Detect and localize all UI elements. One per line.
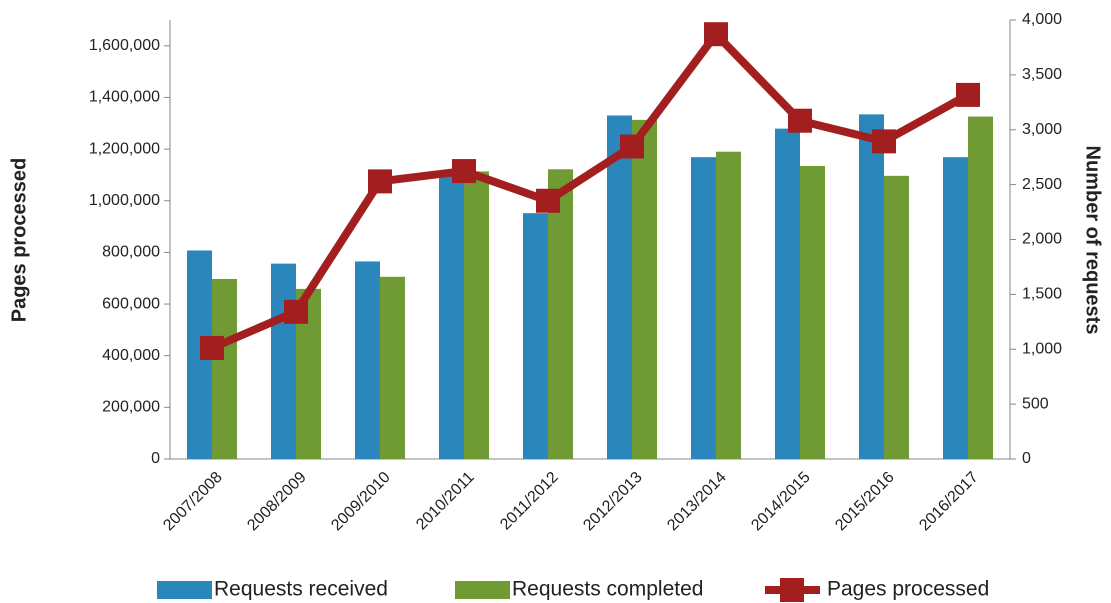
y-tick-label: 1,200,000 [89, 140, 160, 157]
y2-tick-label: 500 [1022, 395, 1049, 412]
legend-swatch [455, 581, 510, 599]
line [210, 30, 970, 352]
y2-tick-label: 2,500 [1022, 176, 1062, 193]
y-axis-title: Pages processed [8, 158, 30, 323]
marker [452, 159, 476, 184]
y2-axis-title: Number of requests [1082, 146, 1104, 335]
legend-label: Requests completed [512, 578, 703, 601]
bar [775, 128, 800, 459]
bar [271, 263, 296, 459]
x-tick-label: 2009/2010 [328, 469, 394, 535]
marker [788, 108, 812, 133]
bar [691, 157, 716, 459]
marker [368, 169, 392, 194]
x-tick-label: 2007/2008 [160, 469, 226, 535]
bar [859, 114, 884, 459]
bar [464, 171, 489, 459]
x-tick-label: 2008/2009 [244, 469, 310, 535]
bar [716, 151, 741, 459]
bar [380, 276, 405, 459]
y-tick-label: 400,000 [102, 347, 160, 364]
bar [548, 169, 573, 459]
y-tick-label: 600,000 [102, 295, 160, 312]
y-tick-label: 0 [151, 450, 160, 467]
bar [884, 175, 909, 459]
x-tick-label: 2011/2012 [497, 469, 562, 534]
legend-label: Pages processed [827, 578, 989, 601]
x-tick-label: 2010/2011 [413, 469, 478, 534]
y-tick-label: 1,000,000 [89, 192, 160, 209]
bar [439, 175, 464, 459]
y2-tick-label: 3,000 [1022, 121, 1062, 138]
marker [284, 299, 308, 324]
y2-tick-label: 0 [1022, 450, 1031, 467]
marker [872, 129, 896, 154]
y-tick-label: 1,600,000 [89, 37, 160, 54]
legend-swatch [780, 578, 804, 602]
marker [956, 82, 980, 107]
marker [536, 188, 560, 213]
y2-tick-label: 1,000 [1022, 340, 1062, 357]
marker [620, 134, 644, 159]
bar [800, 165, 825, 459]
y-tick-label: 1,400,000 [89, 89, 160, 106]
x-tick-label: 2015/2016 [832, 469, 898, 535]
legend-swatch [157, 581, 212, 599]
bar [607, 115, 632, 460]
x-tick-label: 2014/2015 [748, 469, 814, 535]
y-tick-label: 200,000 [102, 399, 160, 416]
bar [355, 261, 380, 459]
marker [200, 335, 224, 360]
bar [943, 157, 968, 459]
x-tick-label: 2016/2017 [916, 469, 982, 535]
y2-tick-label: 4,000 [1022, 11, 1062, 28]
bar [523, 213, 548, 459]
y-tick-label: 800,000 [102, 244, 160, 261]
x-tick-label: 2012/2013 [580, 469, 646, 535]
bar [968, 116, 993, 459]
y2-tick-label: 2,000 [1022, 231, 1062, 248]
x-tick-label: 2013/2014 [664, 469, 730, 535]
bar [632, 119, 657, 459]
bar [212, 279, 237, 459]
y2-tick-label: 3,500 [1022, 66, 1062, 83]
legend-label: Requests received [214, 578, 388, 601]
marker [704, 22, 728, 47]
y2-tick-label: 1,500 [1022, 286, 1062, 303]
